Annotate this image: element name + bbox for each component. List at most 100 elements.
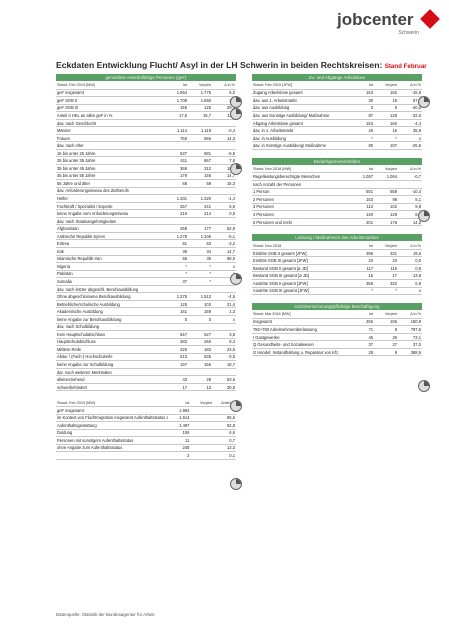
table-row: dav. nach Geschlecht: [56, 119, 236, 128]
cell-value: *: [188, 262, 212, 271]
cell-value: 117: [350, 264, 374, 273]
cell-value: 106: [168, 429, 191, 438]
cell-value: 37,0: [398, 340, 422, 349]
source-note: Datenquelle: Statistik der Bundesagentur…: [56, 612, 155, 617]
row-label: dav. in Sonstige Ausbildung/ Maßnahme: [252, 141, 350, 150]
cell-value: 39: [164, 247, 188, 256]
cell-value: 6,6: [213, 429, 236, 438]
cell-value: 112: [350, 203, 374, 212]
row-label: 25 bis unter 35 Jahre: [56, 156, 164, 165]
cell-value: 140: [350, 210, 374, 219]
cell-value: 11: [168, 436, 191, 445]
cell-value: 312: [188, 164, 212, 173]
cell-value: 1.650: [188, 96, 212, 105]
table-row: 3 Personen 112 102 9,8: [252, 203, 422, 212]
cell-value: 92,8: [213, 421, 236, 430]
cell-value: [374, 180, 398, 189]
table-row: 45 bis unter 55 Jahre 179 156 14,7: [56, 172, 236, 181]
cell-value: x: [398, 134, 422, 143]
row-label: Kein Hauptschulabschluss: [56, 330, 164, 339]
table-row: Fachkraft / Spezialist / Experte 257 241 6,…: [56, 202, 236, 211]
table-row: Mittlere Reife 225 182 23,6: [56, 345, 236, 354]
cell-value: -32,0: [398, 111, 422, 120]
row-label: Eritrea: [56, 239, 164, 249]
table-row: dav. aus 1. Arbeitsmarkt 30 19 57,9: [252, 96, 422, 105]
table-row: Pakistan**x: [56, 270, 236, 279]
column-header: Δ in %: [398, 82, 422, 90]
row-label: geF insgesamt: [56, 406, 168, 415]
jobcenter-logo: jobcenter Schwerin: [337, 9, 440, 40]
row-label: dav. Anforderungsniveau des Zielberufs: [56, 187, 164, 196]
table-row: dav. in Sonstige Ausbildung/ Maßnahme 80 1…: [252, 141, 422, 150]
cell-value: 13: [188, 383, 212, 392]
cell-value: 5: [374, 104, 398, 113]
cell-value: 17: [374, 271, 398, 281]
cell-value: -13,8: [398, 271, 422, 281]
cell-value: 86,6: [213, 414, 236, 423]
cell-value: 125: [188, 104, 212, 113]
cell-value: 28: [188, 375, 212, 384]
row-label: I Gastgewerbe: [252, 333, 350, 342]
row-label: 45 bis unter 55 Jahre: [56, 172, 164, 181]
cell-value: 248: [168, 444, 191, 453]
gef-table: Stand: Feb 2019 [MW] Ist Vorjahr Δ in % geF …: [56, 82, 236, 392]
cell-value: [212, 368, 236, 377]
cell-value: [350, 180, 374, 189]
cell-value: 16: [374, 126, 398, 135]
cell-value: [212, 323, 236, 332]
cell-value: 43: [164, 375, 188, 384]
table-header-row: Stand: Feb 2019 [JFW] Ist Vorjahr Δ in %: [252, 82, 422, 90]
table-row: Islamische Republik Iran 66 35 88,6: [56, 255, 236, 264]
table-row: Frauen 750 656 14,3: [56, 134, 236, 143]
row-label: Anteil II HKL an allen geF in %: [56, 111, 164, 120]
cell-value: 1.346: [188, 232, 212, 241]
table-row: I Gastgewerbe 45 26 73,1: [252, 333, 422, 342]
row-label: Arabische Republik Syrien: [56, 232, 164, 241]
cell-value: 166: [188, 360, 212, 369]
cell-value: 0,1: [213, 451, 236, 460]
table-row: Männer 1.114 1.119 -0,4: [56, 126, 236, 135]
row-label: 3 Personen: [252, 203, 350, 212]
cell-value: -0,4: [212, 126, 236, 135]
cell-value: 15: [350, 271, 374, 281]
cell-value: x: [398, 287, 422, 296]
row-label: Ohne abgeschlossene Berufsausbildung: [56, 292, 164, 301]
row-label: nach Anzahl der Personen: [252, 180, 350, 189]
table-row: keine Angabe zur Schulbildung 197 166 18,7: [56, 360, 236, 369]
cell-value: 15,3: [212, 179, 236, 188]
column-header: Stand: Nov 2018: [252, 242, 350, 250]
table-row: 782+783 Arbeitnehmerüberlassung 71 8 787,5: [252, 325, 422, 334]
row-label: Bestand SGB III gesamt [ø JD]: [252, 271, 350, 281]
cell-value: [212, 187, 236, 196]
cell-value: [190, 429, 214, 438]
table-row: dav. Anforderungsniveau des Zielberufs: [56, 187, 236, 196]
cell-value: 1.497: [168, 421, 191, 430]
row-label: dar. nach weiteren Merkmalen: [56, 368, 164, 377]
cell-value: 150,9: [398, 318, 422, 327]
column-header: Vorjahr: [190, 399, 214, 407]
row-label: 35 bis unter 45 Jahre: [56, 164, 164, 173]
cell-value: 8,4: [212, 338, 236, 347]
cell-value: [190, 436, 214, 445]
cell-value: 13,3: [213, 444, 236, 453]
cell-value: 19,6: [398, 249, 422, 258]
cell-value: -0,7: [398, 172, 422, 181]
status-table: Stand: Feb 2019 [MW] Ist Vorjahr Anteil % ge…: [56, 399, 236, 460]
cell-value: 30,8: [212, 383, 236, 392]
table-row: Abgang Arbeitslose gesamt 153 160 -4,4: [252, 119, 422, 128]
column-header: Ist: [350, 311, 374, 319]
cell-value: *: [188, 270, 212, 279]
pie-icon: [230, 108, 242, 120]
cell-value: 103: [188, 300, 212, 309]
cell-value: 667: [188, 156, 212, 165]
column-header: Anteil %: [213, 399, 236, 407]
massnahmen-table: Stand: Nov 2018 Ist Vorjahr Δ in % Eintritte…: [252, 242, 422, 296]
cell-value: 52,0: [212, 224, 236, 233]
cell-value: 37: [350, 340, 374, 349]
cell-value: 1.378: [164, 292, 188, 301]
cell-value: 559: [374, 188, 398, 197]
cell-value: 0,9: [398, 264, 422, 273]
row-label: 2 Personen: [252, 195, 350, 204]
cell-value: -15,9: [398, 89, 422, 98]
cell-value: 269: [164, 224, 188, 233]
